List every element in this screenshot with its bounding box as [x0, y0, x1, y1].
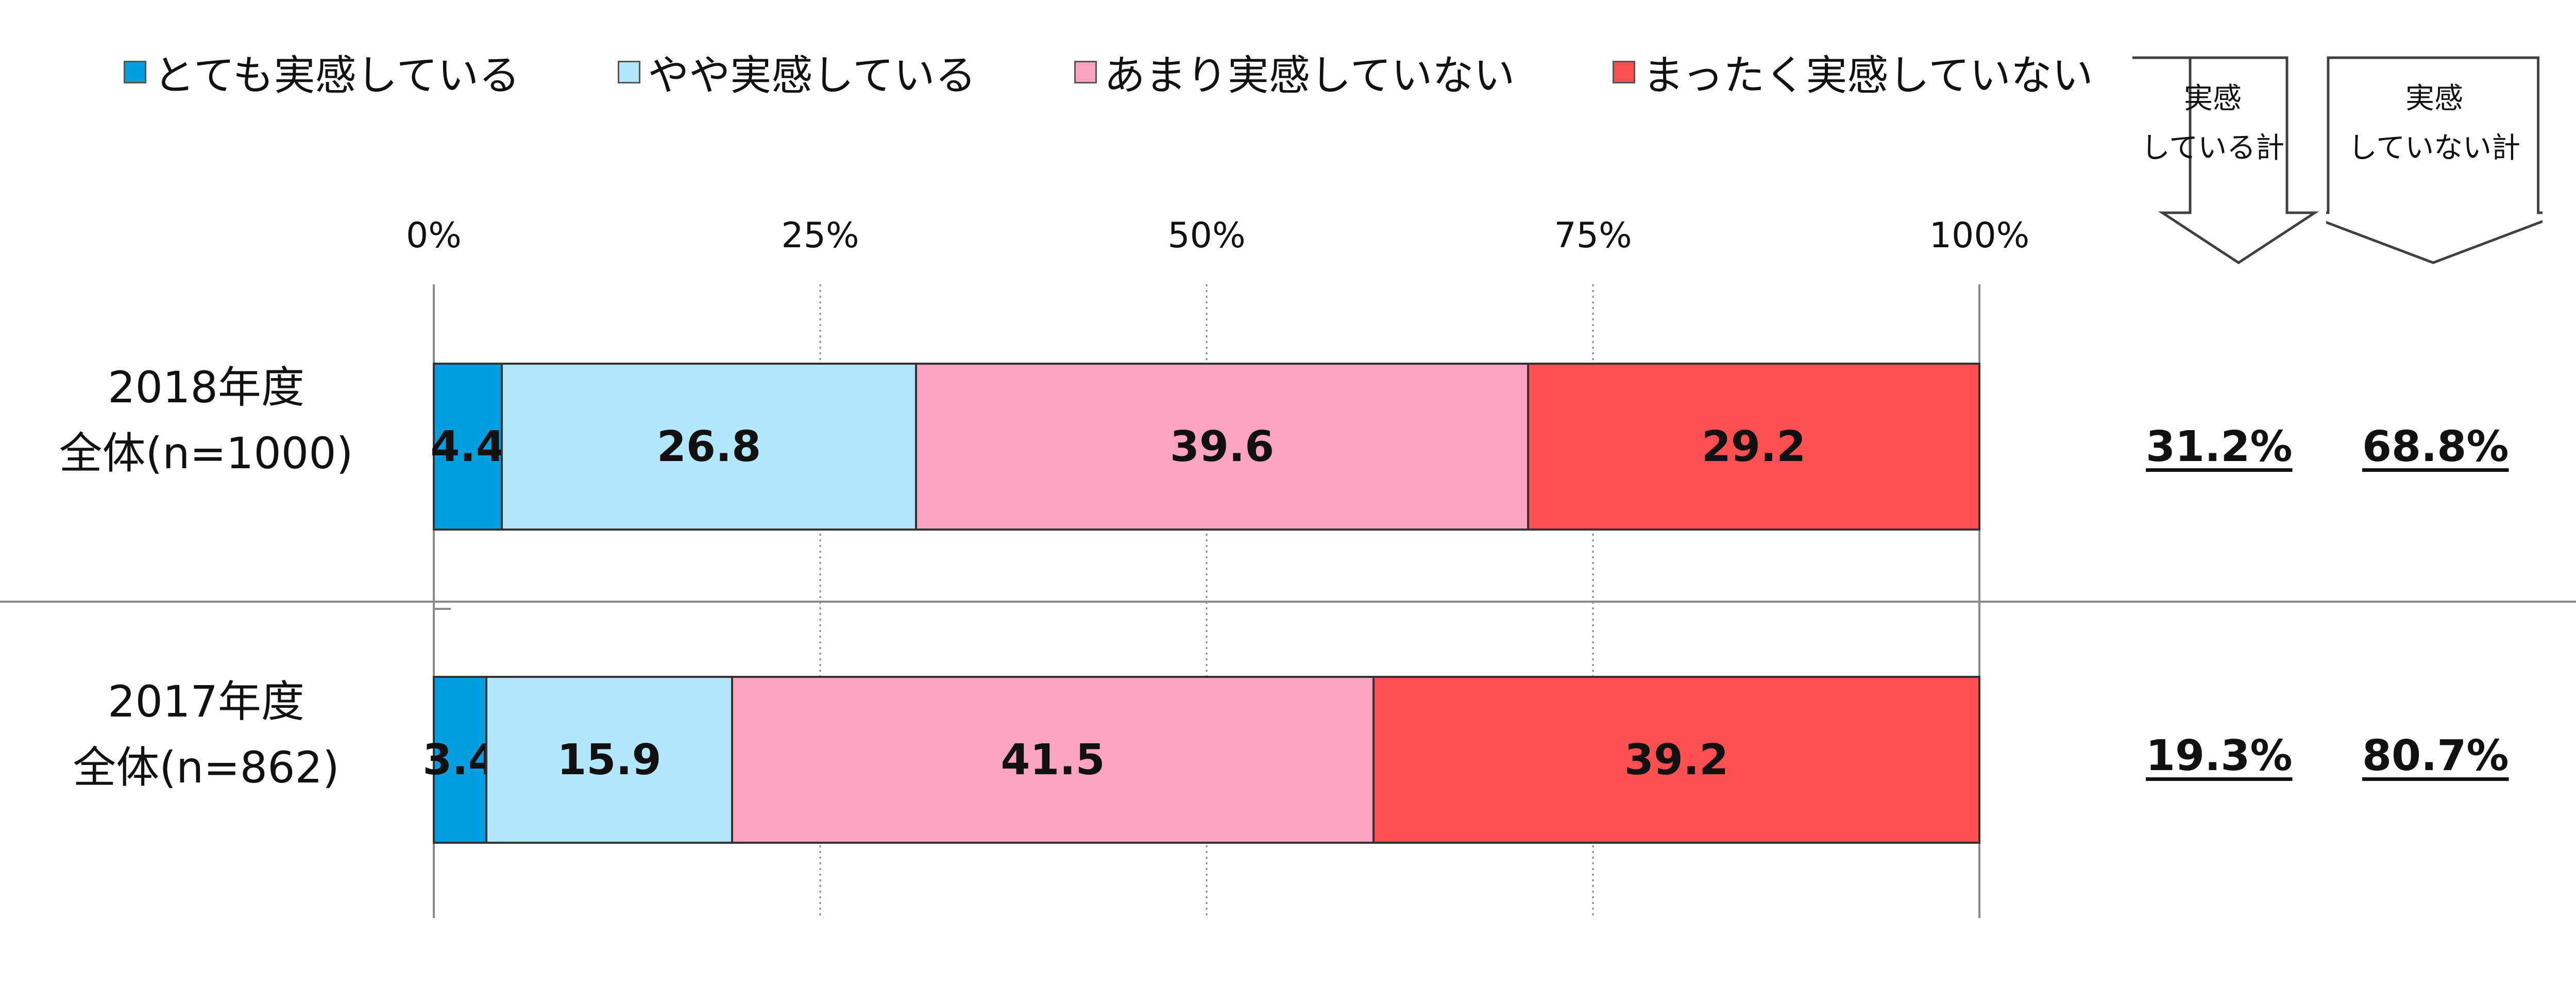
data-label: 26.8 [657, 422, 761, 471]
bar-segment [915, 363, 1529, 531]
callout-arrow-shape [2132, 56, 2319, 264]
row-label-2018: 2018年度 全体(n=1000) [21, 354, 392, 486]
row-label-2017-year: 2017年度 [108, 676, 304, 727]
data-label: 4.4 [430, 422, 505, 471]
x-tick-label: 50% [1167, 215, 1245, 256]
callout-not-feel-total: 実感 していない計 [2326, 56, 2543, 267]
x-tick-label: 0% [406, 215, 462, 256]
total-feel-2017: 19.3% [2146, 731, 2293, 780]
data-label: 15.9 [557, 736, 661, 785]
callout-arrow-shape [2326, 56, 2543, 264]
legend-label-not-much: あまり実感していない [1104, 52, 1515, 99]
row-label-2018-group: 全体(n=1000) [59, 428, 353, 479]
callout-feel-text: 実感 している計 [2110, 74, 2316, 173]
legend-label-not-at-all: まったく実感していない [1642, 52, 2093, 99]
data-label: 41.5 [1001, 736, 1105, 785]
legend-item-somewhat: やや実感している [618, 42, 976, 102]
data-label: 39.2 [1624, 736, 1728, 785]
callout-not-feel-line1: 実感 [2405, 82, 2463, 115]
legend-swatch-not-much [1074, 61, 1097, 83]
legend-item-very: とても実感している [124, 42, 520, 102]
bar-segment [1372, 676, 1980, 844]
legend-label-very: とても実感している [154, 52, 520, 99]
total-not-feel-2017: 80.7% [2362, 731, 2509, 780]
callout-feel-line2: している計 [2141, 131, 2285, 165]
callout-feel-total: 実感 している計 [2105, 56, 2321, 267]
data-label: 29.2 [1702, 422, 1806, 471]
total-not-feel-2018: 68.8% [2362, 422, 2509, 471]
row-label-2017: 2017年度 全体(n=862) [21, 669, 392, 800]
legend-swatch-somewhat [618, 61, 641, 83]
x-tick-label: 100% [1929, 215, 2029, 256]
data-label: 3.4 [422, 736, 497, 785]
callout-not-feel-line2: していない計 [2348, 131, 2521, 165]
total-feel-2018: 31.2% [2146, 422, 2293, 471]
legend: とても実感している やや実感している あまり実感していない まったく実感していな… [124, 42, 2191, 102]
bar-segment [731, 676, 1375, 844]
x-tick-label: 25% [781, 215, 859, 256]
bar-segment [501, 363, 917, 531]
x-tick-label: 75% [1554, 215, 1632, 256]
legend-item-not-at-all: まったく実感していない [1613, 42, 2093, 102]
row-label-2018-year: 2018年度 [108, 362, 304, 413]
callout-not-feel-text: 実感 していない計 [2331, 74, 2537, 173]
legend-swatch-very [124, 61, 146, 83]
callout-feel-line1: 実感 [2184, 82, 2242, 115]
legend-label-somewhat: やや実感している [648, 52, 976, 99]
bar-segment [1527, 363, 1980, 531]
legend-swatch-not-at-all [1613, 61, 1636, 83]
data-label: 39.6 [1170, 422, 1274, 471]
bar-segment [433, 363, 503, 531]
row-label-2017-group: 全体(n=862) [73, 742, 340, 793]
bar-segment [485, 676, 733, 844]
legend-item-not-much: あまり実感していない [1074, 42, 1515, 102]
